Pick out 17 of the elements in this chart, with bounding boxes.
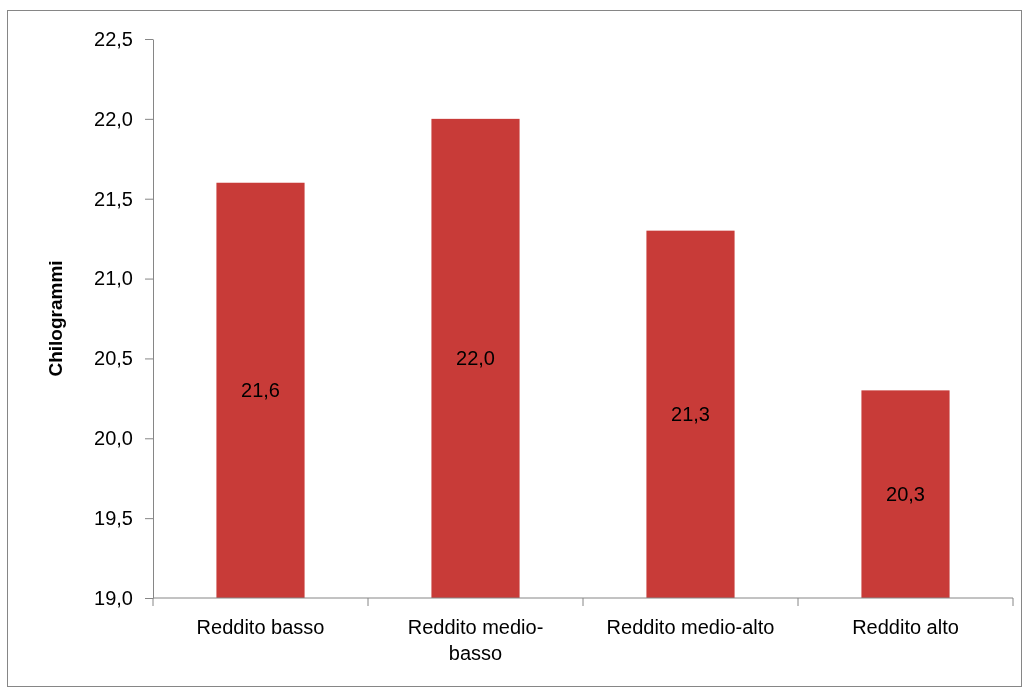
y-tick-label: 19,5 [94,507,133,530]
y-tick-label: 20,5 [94,347,133,370]
x-tick-label: Reddito basso [196,616,325,638]
x-tick-label: Reddito medio-basso [407,616,544,664]
y-tick-label: 21,0 [94,267,133,290]
y-tick-label: 21,5 [94,187,133,210]
data-label: 21,3 [671,403,710,426]
x-tick-label: Reddito alto [852,616,959,638]
y-tick-label: 22,0 [94,107,133,130]
x-tick-label: Reddito medio-alto [606,616,775,638]
y-tick-label: 20,0 [94,427,133,450]
y-axis-title: Chilogrammi [45,260,66,377]
y-tick-label: 19,0 [94,586,133,609]
data-label: 20,3 [886,483,925,506]
data-label: 22,0 [456,347,495,370]
data-label: 21,6 [241,379,280,402]
y-tick-label: 22,5 [94,27,133,50]
